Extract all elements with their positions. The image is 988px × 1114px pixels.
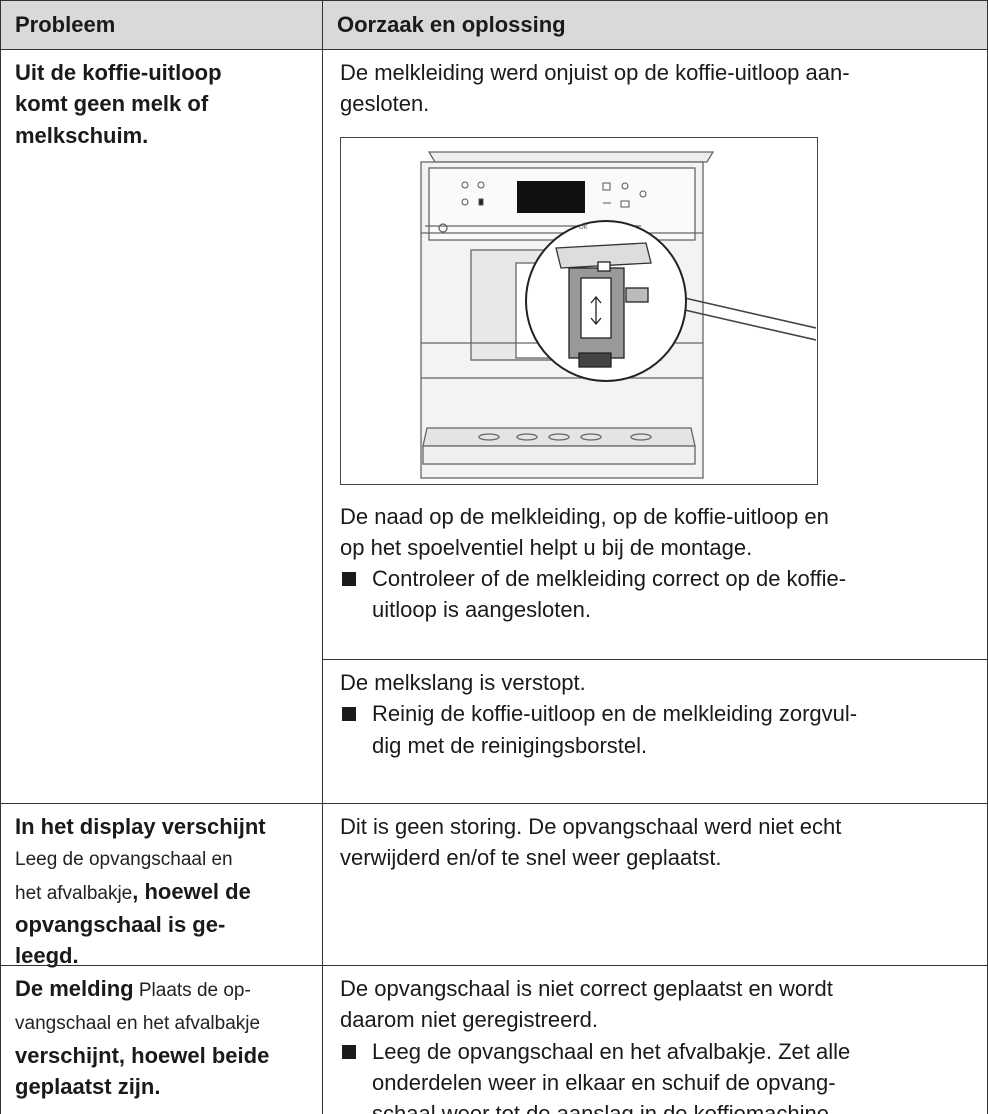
- bullet-text: Controleer of de melkleiding correct op …: [372, 566, 847, 592]
- text-segment: Uit de koffie-uitloop: [15, 60, 222, 85]
- illustration-frame: OK: [340, 136, 818, 485]
- text-line: Leeg de opvangschaal en het afvalbakje. …: [323, 1036, 987, 1067]
- text-line: opvangschaal is ge-: [1, 909, 322, 940]
- text-line: De melkslang is verstopt.: [340, 670, 586, 695]
- bullet-text: Leeg de opvangschaal en het afvalbakje. …: [372, 1038, 851, 1064]
- paragraph: De melkleiding werd onjuist op de koffie…: [323, 57, 987, 120]
- text-segment: opvangschaal is ge-: [15, 911, 226, 937]
- text-line: vangschaal en het afvalbakje: [1, 1006, 322, 1039]
- problem-cell: In het display verschijnt Leeg de opvangs…: [0, 803, 322, 968]
- header-cell: Probleem: [0, 0, 322, 49]
- text-line: Uit de koffie-uitloop: [1, 57, 322, 88]
- text-line: geplaatst zijn.: [1, 1071, 322, 1102]
- text-line: De naad op de melkleiding, op de koffie-…: [340, 503, 829, 529]
- bullet-text: uitloop is aangesloten.: [372, 597, 591, 623]
- text-line: dig met de reinigingsborstel.: [323, 730, 987, 761]
- header-text: Probleem: [15, 12, 116, 37]
- text-line: onderdelen weer in elkaar en schuif de o…: [323, 1067, 987, 1098]
- text-line: De melkleiding werd onjuist op de koffie…: [340, 60, 850, 85]
- paragraph: De melkslang is verstopt.: [323, 667, 987, 698]
- cause-cell: De melkleiding werd onjuist op de koffie…: [322, 49, 988, 659]
- text-segment: In het display verschijnt: [15, 814, 266, 839]
- paragraph: De naad op de melkleiding, op de koffie-…: [323, 501, 987, 564]
- coffee-machine-illustration: OK: [420, 150, 816, 479]
- problem-cell: Uit de koffie-uitloop komt geen melk of me…: [0, 49, 322, 803]
- text-line: De opvangschaal is niet correct geplaats…: [340, 976, 833, 1001]
- text-line: daarom niet geregistreerd.: [340, 1007, 599, 1033]
- cause-content: De melkleiding werd onjuist op de koffie…: [323, 50, 987, 626]
- cause-cell: Dit is geen storing. De opvangschaal wer…: [322, 803, 988, 965]
- text-line: Reinig de koffie-uitloop en de melkleidi…: [323, 698, 987, 729]
- cause-cell: De melkslang is verstopt. Reinig de koffi…: [322, 659, 988, 803]
- text-line: verwijderd en/of te snel weer geplaatst.: [340, 845, 722, 871]
- text-segment: vangschaal en het afvalbakje: [15, 1013, 261, 1035]
- text-line: komt geen melk of: [1, 88, 322, 119]
- text-segment: komt geen melk of: [15, 91, 209, 117]
- problem-text: In het display verschijnt Leeg de opvangs…: [1, 804, 322, 971]
- bullet-item: Leeg de opvangschaal en het afvalbakje. …: [323, 1036, 987, 1114]
- header-text: Oorzaak en oplossing: [337, 12, 566, 37]
- cause-content: Dit is geen storing. De opvangschaal wer…: [323, 804, 987, 874]
- bullet-square: [342, 707, 356, 722]
- bullet-text: onderdelen weer in elkaar en schuif de o…: [372, 1069, 836, 1095]
- text-segment: verschijnt, hoewel beide: [15, 1042, 270, 1068]
- text-segment: Plaats de op-: [133, 980, 251, 1001]
- text-segment: De melding: [15, 976, 134, 1001]
- text-line: uitloop is aangesloten.: [323, 594, 987, 625]
- bullet-square: [342, 572, 356, 587]
- bullet-text: dig met de reinigingsborstel.: [372, 732, 648, 758]
- text-line: Controleer of de melkleiding correct op …: [323, 563, 987, 594]
- text-line: melkschuim.: [1, 120, 322, 151]
- text-line: De melding Plaats de op-: [1, 973, 322, 1006]
- problem-text: De melding Plaats de op-vangschaal en he…: [1, 966, 322, 1102]
- text-line: schaal weer tot de aanslag in de koffiem…: [323, 1098, 987, 1114]
- text-segment: leegd.: [15, 943, 79, 969]
- paragraph: Dit is geen storing. De opvangschaal wer…: [323, 811, 987, 874]
- header-cell: Oorzaak en oplossing: [322, 0, 988, 49]
- problem-cell: De melding Plaats de op-vangschaal en he…: [0, 965, 322, 1114]
- text-line: Leeg de opvangschaal en: [1, 842, 322, 875]
- text-segment: melkschuim.: [15, 122, 149, 148]
- cause-content: De melkslang is verstopt. Reinig de koffi…: [323, 660, 987, 761]
- bullet-text: schaal weer tot de aanslag in de koffiem…: [372, 1101, 836, 1114]
- text-line: het afvalbakje, hoewel de: [1, 876, 322, 909]
- text-segment: het afvalbakje: [15, 882, 133, 904]
- text-line: leegd.: [1, 940, 322, 971]
- bullet-text: Reinig de koffie-uitloop en de melkleidi…: [372, 701, 858, 727]
- paragraph: De opvangschaal is niet correct geplaats…: [323, 973, 987, 1036]
- bullet-square: [342, 1044, 356, 1059]
- text-line: verschijnt, hoewel beide: [1, 1040, 322, 1071]
- bullet-item: Controleer of de melkleiding correct op …: [323, 563, 987, 626]
- text-segment: geplaatst zijn.: [15, 1073, 161, 1099]
- text-segment: Leeg de opvangschaal en: [15, 849, 233, 871]
- text-line: Dit is geen storing. De opvangschaal wer…: [340, 814, 842, 839]
- cause-content: De opvangschaal is niet correct geplaats…: [323, 966, 987, 1114]
- text-line: In het display verschijnt: [1, 811, 322, 842]
- panel-label: OK: [579, 225, 588, 231]
- cause-cell: De opvangschaal is niet correct geplaats…: [322, 965, 988, 1114]
- problem-text: Uit de koffie-uitloop komt geen melk of me…: [1, 50, 322, 151]
- text-line: op het spoelventiel helpt u bij de monta…: [340, 534, 753, 560]
- text-segment: , hoewel de: [132, 878, 251, 904]
- text-line: gesloten.: [340, 91, 430, 117]
- bullet-item: Reinig de koffie-uitloop en de melkleidi…: [323, 698, 987, 761]
